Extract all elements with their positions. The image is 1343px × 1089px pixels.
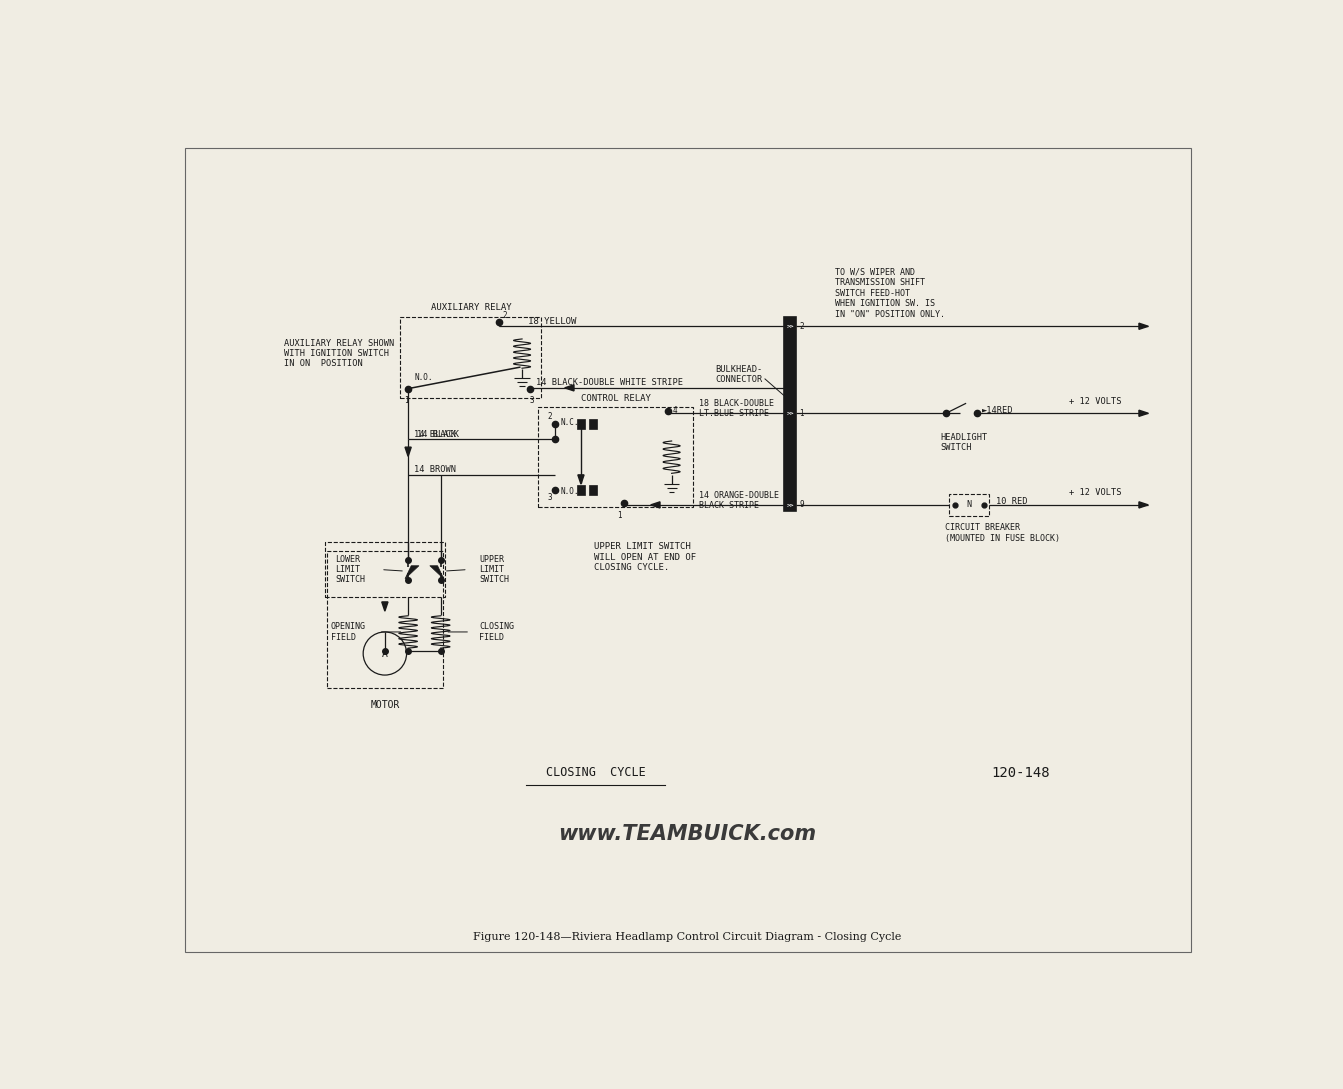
Text: 3: 3 xyxy=(548,493,552,502)
Text: www.TEAMBUICK.com: www.TEAMBUICK.com xyxy=(559,824,817,844)
Text: TO W/S WIPER AND
TRANSMISSION SHIFT
SWITCH FEED-HOT
WHEN IGNITION SW. IS
IN "ON": TO W/S WIPER AND TRANSMISSION SHIFT SWIT… xyxy=(835,268,945,319)
Text: N.O.: N.O. xyxy=(560,487,579,497)
Text: + 12 VOLTS: + 12 VOLTS xyxy=(1069,488,1121,498)
Polygon shape xyxy=(651,502,659,507)
Text: MOTOR: MOTOR xyxy=(371,700,400,710)
Text: CONTROL RELAY: CONTROL RELAY xyxy=(582,394,651,403)
Polygon shape xyxy=(1139,502,1148,507)
Text: 120-148: 120-148 xyxy=(991,766,1050,780)
Text: 14 BROWN: 14 BROWN xyxy=(415,465,457,474)
Polygon shape xyxy=(1139,411,1148,416)
Text: 1: 1 xyxy=(618,511,622,521)
Bar xyxy=(590,486,598,495)
Text: 14 ORANGE-DOUBLE
BLACK STRIPE: 14 ORANGE-DOUBLE BLACK STRIPE xyxy=(698,490,779,510)
Bar xyxy=(539,407,693,507)
Text: ►14RED: ►14RED xyxy=(982,406,1013,415)
Bar xyxy=(577,419,584,429)
Text: N.O.: N.O. xyxy=(415,374,432,382)
Text: 9: 9 xyxy=(799,501,804,510)
Text: CIRCUIT BREAKER
(MOUNTED IN FUSE BLOCK): CIRCUIT BREAKER (MOUNTED IN FUSE BLOCK) xyxy=(945,524,1060,542)
Text: N.C.: N.C. xyxy=(560,418,579,427)
Polygon shape xyxy=(1139,323,1148,329)
Text: 14 BLACK: 14 BLACK xyxy=(415,429,457,439)
Text: 1: 1 xyxy=(799,408,804,418)
Bar xyxy=(590,419,598,429)
Polygon shape xyxy=(564,384,573,391)
Text: LOWER
LIMIT
SWITCH: LOWER LIMIT SWITCH xyxy=(336,554,365,585)
Text: OPENING
FIELD: OPENING FIELD xyxy=(330,622,365,641)
Text: UPPER
LIMIT
SWITCH: UPPER LIMIT SWITCH xyxy=(479,554,509,585)
Polygon shape xyxy=(577,475,584,485)
Text: 4: 4 xyxy=(673,406,677,416)
Text: 2: 2 xyxy=(799,321,804,331)
Bar xyxy=(326,551,443,688)
Polygon shape xyxy=(406,565,419,579)
Text: 18 YELLOW: 18 YELLOW xyxy=(528,317,576,326)
Text: N: N xyxy=(967,501,972,510)
Text: CLOSING  CYCLE: CLOSING CYCLE xyxy=(545,767,646,780)
Text: 3: 3 xyxy=(529,396,535,405)
Text: AUXILIARY RELAY: AUXILIARY RELAY xyxy=(431,303,512,311)
Bar xyxy=(325,542,445,597)
Bar xyxy=(400,317,541,397)
Bar xyxy=(577,486,584,495)
Text: CLOSING
FIELD: CLOSING FIELD xyxy=(479,622,514,641)
Text: >>: >> xyxy=(787,502,794,507)
Text: 10 RED: 10 RED xyxy=(995,498,1027,506)
Text: 2: 2 xyxy=(548,412,552,421)
Bar xyxy=(784,317,796,511)
Text: A: A xyxy=(381,649,388,659)
Text: BULKHEAD-
CONNECTOR: BULKHEAD- CONNECTOR xyxy=(714,365,763,384)
Text: >>: >> xyxy=(787,323,794,329)
Text: HEADLIGHT
SWITCH: HEADLIGHT SWITCH xyxy=(940,432,987,452)
Polygon shape xyxy=(381,602,388,611)
Polygon shape xyxy=(406,448,411,456)
Text: 14 BLACK: 14 BLACK xyxy=(418,429,459,439)
Text: 18 BLACK-DOUBLE
LT.BLUE STRIPE: 18 BLACK-DOUBLE LT.BLUE STRIPE xyxy=(698,399,774,418)
Text: >>: >> xyxy=(787,411,794,416)
Text: 14 BLACK-DOUBLE WHITE STRIPE: 14 BLACK-DOUBLE WHITE STRIPE xyxy=(536,378,684,387)
Text: 2: 2 xyxy=(502,311,508,320)
Bar xyxy=(950,494,990,516)
Text: + 12 VOLTS: + 12 VOLTS xyxy=(1069,396,1121,405)
Text: 1: 1 xyxy=(404,396,408,405)
Text: AUXILIARY RELAY SHOWN
WITH IGNITION SWITCH
IN ON  POSITION: AUXILIARY RELAY SHOWN WITH IGNITION SWIT… xyxy=(283,339,395,368)
Polygon shape xyxy=(430,565,443,579)
Text: Figure 120-148—Riviera Headlamp Control Circuit Diagram - Closing Cycle: Figure 120-148—Riviera Headlamp Control … xyxy=(473,932,901,942)
Text: UPPER LIMIT SWITCH
WILL OPEN AT END OF
CLOSING CYCLE.: UPPER LIMIT SWITCH WILL OPEN AT END OF C… xyxy=(594,542,696,572)
